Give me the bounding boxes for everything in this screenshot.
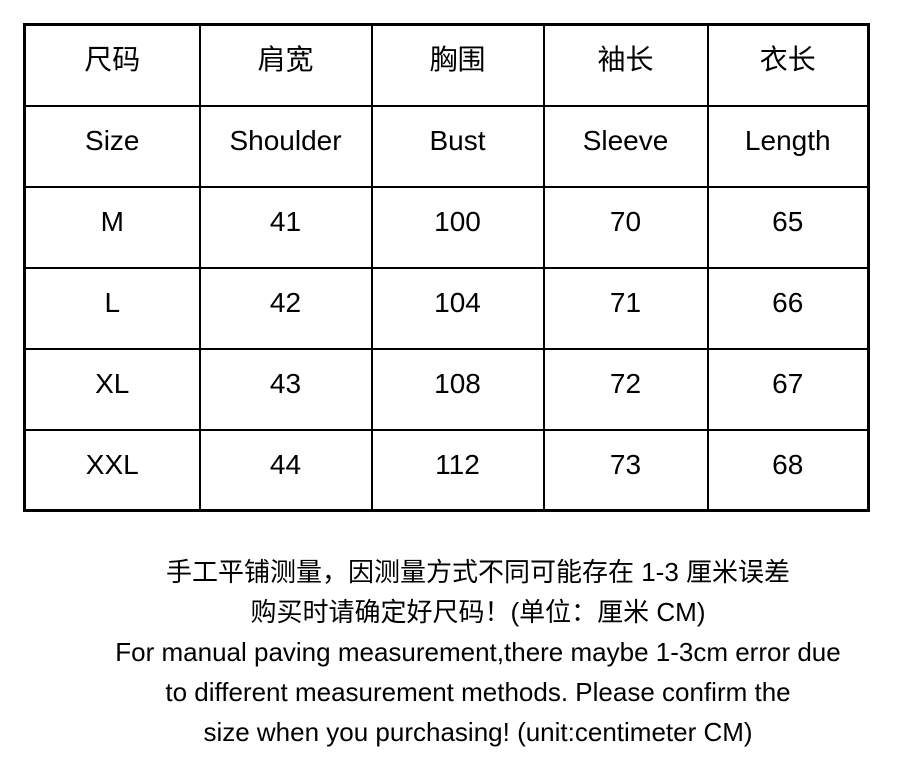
- cell-sleeve: 72: [542, 347, 709, 431]
- cell-size: L: [23, 266, 201, 350]
- note-line-en-1: For manual paving measurement,there mayb…: [115, 637, 841, 667]
- cell-shoulder: 41: [198, 185, 373, 269]
- cell-shoulder: 43: [198, 347, 373, 431]
- column-header-en-length: Length: [706, 104, 870, 188]
- column-header-en-shoulder: Shoulder: [198, 104, 373, 188]
- table-row-size-xl: XL 43 108 72 67: [23, 347, 870, 431]
- cell-shoulder: 42: [198, 266, 373, 350]
- cell-bust: 108: [370, 347, 545, 431]
- column-header-en-size: Size: [23, 104, 201, 188]
- cell-length: 68: [706, 428, 870, 512]
- table-row-size-m: M 41 100 70 65: [23, 185, 870, 269]
- cell-length: 65: [706, 185, 870, 269]
- cell-length: 67: [706, 347, 870, 431]
- size-chart-table: 尺码 肩宽 胸围 袖长 衣长 Size Shoulder Bust Sleeve…: [23, 23, 870, 512]
- header-row-zh: 尺码 肩宽 胸围 袖长 衣长: [23, 23, 870, 107]
- cell-length: 66: [706, 266, 870, 350]
- table-row-size-xxl: XXL 44 112 73 68: [23, 428, 870, 512]
- cell-bust: 112: [370, 428, 545, 512]
- note-line-en-2: to different measurement methods. Please…: [165, 677, 791, 707]
- cell-sleeve: 70: [542, 185, 709, 269]
- cell-size: XXL: [23, 428, 201, 512]
- column-header-zh-size: 尺码: [23, 23, 201, 107]
- column-header-zh-sleeve: 袖长: [542, 23, 709, 107]
- cell-sleeve: 71: [542, 266, 709, 350]
- cell-size: XL: [23, 347, 201, 431]
- column-header-en-bust: Bust: [370, 104, 545, 188]
- note-line-zh-2: 购买时请确定好尺码！(单位：厘米 CM): [250, 597, 706, 627]
- column-header-zh-length: 衣长: [706, 23, 870, 107]
- cell-bust: 100: [370, 185, 545, 269]
- measurement-disclaimer: 手工平铺测量，因测量方式不同可能存在 1-3 厘米误差 购买时请确定好尺码！(单…: [56, 552, 900, 752]
- note-line-en-3: size when you purchasing! (unit:centimet…: [203, 717, 753, 747]
- cell-size: M: [23, 185, 201, 269]
- column-header-zh-shoulder: 肩宽: [198, 23, 373, 107]
- cell-bust: 104: [370, 266, 545, 350]
- header-row-en: Size Shoulder Bust Sleeve Length: [23, 104, 870, 188]
- cell-sleeve: 73: [542, 428, 709, 512]
- table-row-size-l: L 42 104 71 66: [23, 266, 870, 350]
- column-header-en-sleeve: Sleeve: [542, 104, 709, 188]
- column-header-zh-bust: 胸围: [370, 23, 545, 107]
- note-line-zh-1: 手工平铺测量，因测量方式不同可能存在 1-3 厘米误差: [165, 557, 791, 587]
- cell-shoulder: 44: [198, 428, 373, 512]
